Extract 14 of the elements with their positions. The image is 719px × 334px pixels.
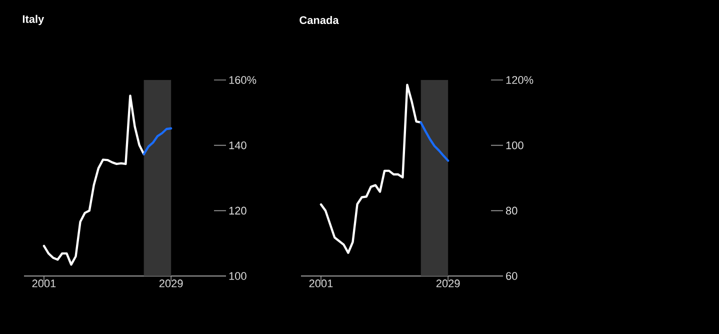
x-tick-label: 2029 bbox=[436, 280, 460, 288]
y-tick-label: 60 bbox=[506, 272, 518, 280]
chart-title: Canada bbox=[300, 16, 339, 24]
y-tick-label: 120 bbox=[229, 206, 246, 215]
y-tick-label: 80 bbox=[506, 206, 518, 215]
x-tick-label: 2029 bbox=[159, 280, 183, 288]
y-tick-label: 100 bbox=[506, 141, 524, 150]
y-tick-label: 100 bbox=[229, 272, 246, 280]
chart-title: Italy bbox=[22, 14, 44, 26]
x-tick-label: 2001 bbox=[32, 280, 56, 288]
y-tick-label: 120% bbox=[506, 76, 534, 84]
y-tick-label: 140 bbox=[229, 141, 246, 150]
y-tick-label: 160% bbox=[229, 76, 256, 84]
x-tick-label: 2001 bbox=[309, 280, 333, 288]
